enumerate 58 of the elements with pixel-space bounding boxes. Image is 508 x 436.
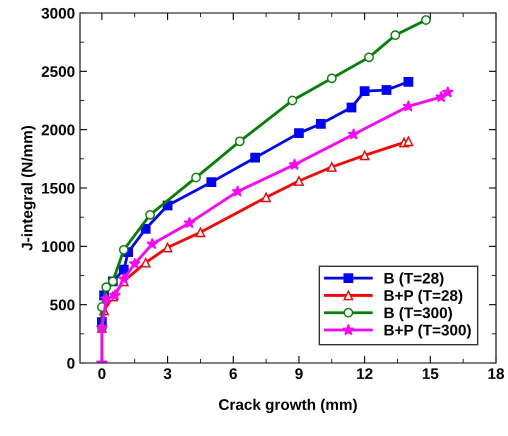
y-tick-label: 3000 [42,8,75,19]
point [162,242,172,252]
point [346,102,356,112]
legend-label: B+P (T=300) [384,324,471,339]
y-tick-label: 0 [67,358,75,369]
point [326,162,337,172]
point [145,210,155,220]
point [261,192,271,202]
point [191,172,201,182]
x-tick-label: 0 [98,368,106,380]
y-axis-title: J-integral (N/mm) [21,126,36,251]
point [118,244,129,255]
y-tick-label: 2000 [42,124,75,136]
point [294,128,304,138]
point [206,177,216,188]
point [196,227,206,238]
point [421,15,431,25]
x-axis-title: Crack growth (mm) [219,398,357,414]
point [316,118,326,129]
point [360,86,370,96]
point [294,176,304,186]
point [360,150,370,160]
point [140,258,151,268]
x-tick-label: 6 [230,368,237,380]
point [109,289,122,301]
point [402,100,414,112]
point [183,216,196,228]
point [101,282,112,292]
y-tick-label: 1500 [42,182,75,194]
point [146,238,158,250]
point [232,185,244,197]
point [442,86,454,98]
point [118,272,130,284]
point [404,136,414,146]
x-tick-label: 9 [295,368,303,380]
x-tick-label: 15 [422,368,438,380]
point [128,258,141,270]
point [288,158,301,170]
x-tick-label: 3 [164,368,172,380]
point [100,292,112,304]
point [250,152,260,163]
x-tick-label: 12 [357,368,373,379]
legend-label: B+P (T=28) [384,290,462,304]
point [326,73,337,84]
y-tick-label: 2500 [42,66,75,78]
point [348,128,360,140]
legend-label: B (T=300) [384,307,452,322]
point [364,52,374,62]
point [234,136,245,146]
point [288,96,298,106]
point [382,85,392,95]
y-tick-label: 500 [50,300,75,310]
point [390,30,400,40]
x-tick-label: 18 [488,368,504,380]
legend-label: B (T=28) [384,272,444,287]
point [404,76,414,87]
point [435,90,448,102]
y-tick-label: 1000 [42,241,75,252]
